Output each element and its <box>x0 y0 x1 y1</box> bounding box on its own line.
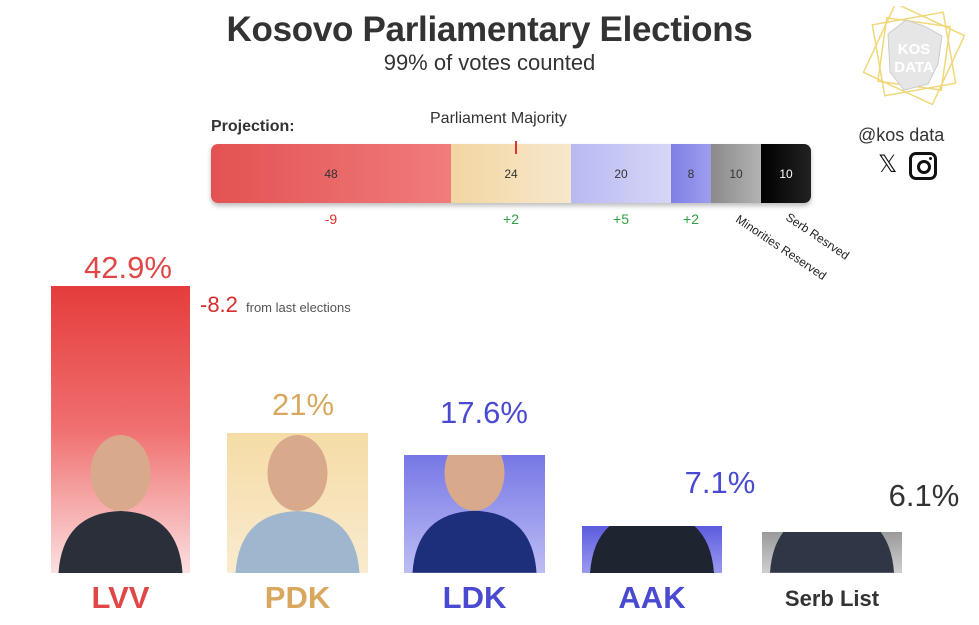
seat-change-label: +5 <box>613 211 629 227</box>
party-name: PDK <box>264 580 331 615</box>
candidate-portrait <box>58 435 183 573</box>
x-icon: 𝕏 <box>878 151 898 178</box>
svg-text:KOS: KOS <box>898 41 931 58</box>
bar-pdk <box>227 432 368 573</box>
seat-segment: 24 <box>451 144 571 203</box>
seat-change-label: +2 <box>683 211 699 227</box>
vote-share-label: 7.1% <box>684 465 756 500</box>
minorities-reserved-label: Minorities Reserved <box>733 212 829 283</box>
vote-share-label: 21% <box>271 387 335 422</box>
bar-ldk <box>404 455 545 573</box>
party-name: Serb List <box>784 586 880 611</box>
svg-text:DATA: DATA <box>894 59 934 76</box>
projection-label: Projection: <box>211 118 295 135</box>
chart-subtitle: 99% of votes counted <box>383 50 596 75</box>
seat-segment: 48 <box>211 144 451 203</box>
bar-serb-list <box>762 532 902 573</box>
seat-segment: 10 <box>761 144 811 203</box>
seat-change-label: +2 <box>503 211 519 227</box>
majority-line <box>515 141 517 154</box>
seat-change-label: -9 <box>324 211 338 227</box>
seat-segment: 20 <box>571 144 671 203</box>
vote-share-label: 42.9% <box>84 250 172 285</box>
bar-lvv <box>51 286 190 573</box>
instagram-icon <box>909 152 937 180</box>
party-name: AAK <box>618 580 686 615</box>
candidate-portrait <box>235 434 360 573</box>
candidate-portrait <box>590 525 714 573</box>
party-name: LDK <box>442 580 507 615</box>
seat-segment: 8 <box>671 144 711 203</box>
majority-label: Parliament Majority <box>430 110 567 127</box>
kos-data-logo: KOS DATA <box>858 2 970 106</box>
social-handle: @kos data <box>858 125 945 145</box>
candidate-portrait <box>770 532 894 573</box>
change-value: -8.2 <box>200 292 238 317</box>
chart-title: Kosovo Parliamentary Elections <box>226 10 753 49</box>
vote-share-label: 17.6% <box>440 395 528 430</box>
candidate-portrait <box>412 455 537 573</box>
bar-aak <box>582 525 722 573</box>
seat-segment: 10 <box>711 144 761 203</box>
seat-projection-bar: 48 24 20 8 10 10 <box>211 144 811 203</box>
change-note: from last elections <box>246 300 351 315</box>
party-name: LVV <box>91 580 150 615</box>
vote-share-label: 6.1% <box>888 478 960 513</box>
